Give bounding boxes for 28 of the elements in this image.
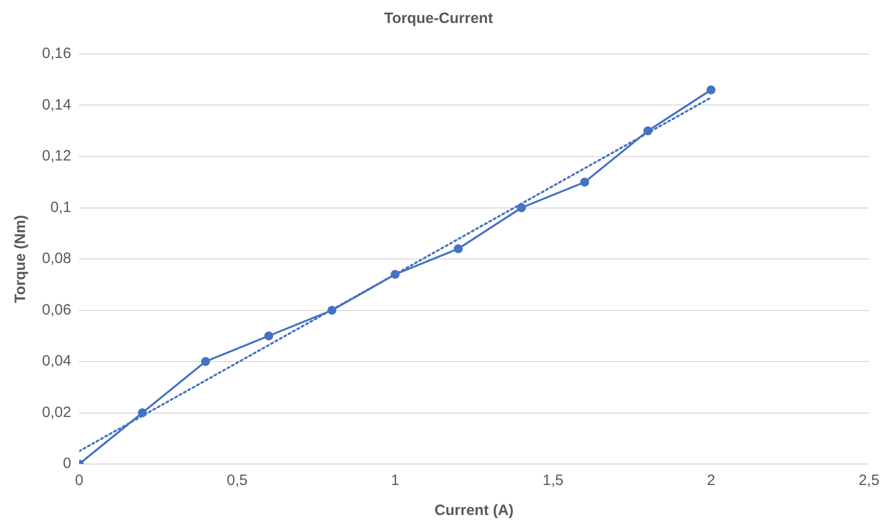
x-tick-label: 2,5 xyxy=(858,472,880,490)
point xyxy=(138,408,147,418)
x-tick-label: 2 xyxy=(706,472,716,490)
y-tick-label: 0 xyxy=(62,455,72,472)
x-tick-label: 0 xyxy=(75,472,84,490)
y-tick-label: 0,08 xyxy=(42,250,72,268)
y-tick-label: 0,16 xyxy=(42,45,72,62)
point xyxy=(454,244,463,254)
x-tick-label: 1,5 xyxy=(542,472,564,490)
point xyxy=(201,357,210,366)
x-axis-title: Current (A) xyxy=(434,502,514,520)
y-tick-label: 0,06 xyxy=(42,301,72,318)
point xyxy=(327,306,336,315)
point xyxy=(580,178,590,187)
y-tick-label: 0,1 xyxy=(50,198,72,216)
point xyxy=(390,270,400,279)
y-tick-label: 0,14 xyxy=(42,96,72,114)
chart-title: Torque-Current xyxy=(384,10,493,28)
y-tick-label: 0,02 xyxy=(42,404,72,421)
point xyxy=(516,203,526,212)
y-axis-title: Torque (Nm) xyxy=(12,214,30,304)
y-tick-label: 0,12 xyxy=(42,148,72,165)
x-tick-label: 0,5 xyxy=(226,472,248,490)
point xyxy=(643,126,652,136)
y-tick-label: 0,04 xyxy=(42,352,72,370)
x-tick-label: 1 xyxy=(390,472,400,490)
point xyxy=(264,331,274,340)
point xyxy=(706,85,716,94)
